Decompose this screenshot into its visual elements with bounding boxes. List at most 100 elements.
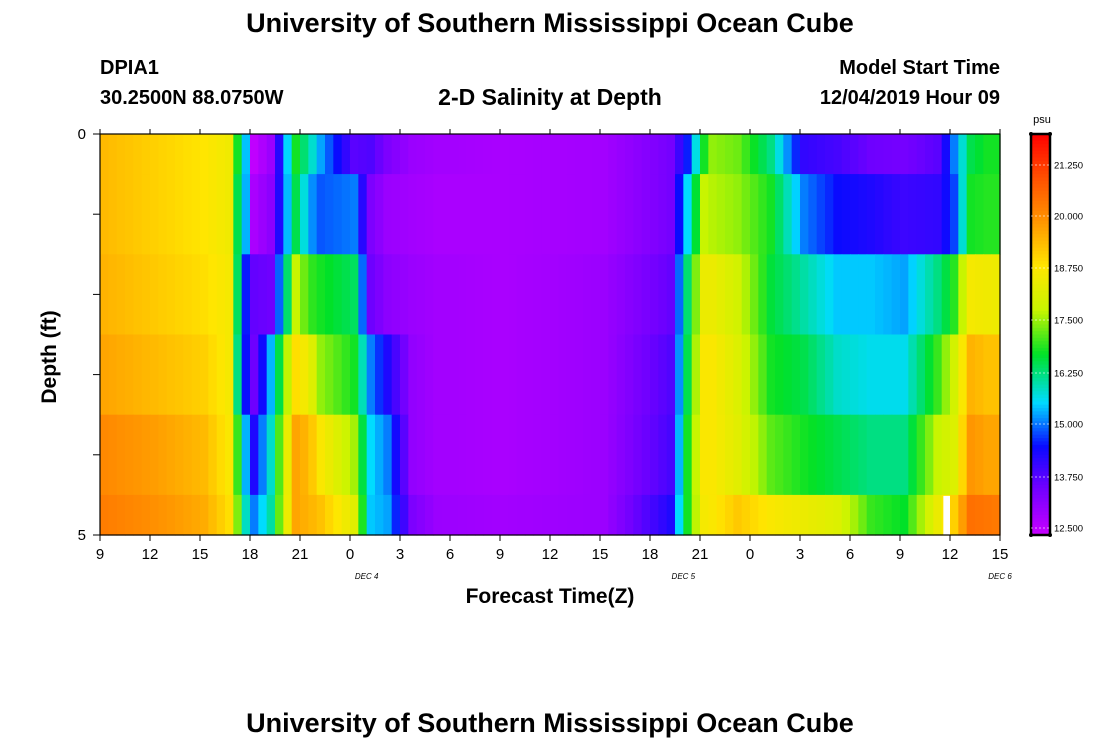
heatmap-cell xyxy=(800,414,809,496)
heatmap-cell xyxy=(541,174,551,255)
heatmap-cell xyxy=(291,494,301,536)
heatmap-cell xyxy=(800,134,809,175)
heatmap-cell xyxy=(283,414,293,496)
heatmap-cell xyxy=(541,414,551,496)
heatmap-cell xyxy=(950,134,959,175)
heatmap-cell xyxy=(366,134,376,175)
colorbar-swatch xyxy=(1031,247,1050,252)
heatmap-cell xyxy=(833,174,843,255)
heatmap-cell xyxy=(358,134,368,175)
heatmap-cell xyxy=(266,494,276,536)
colorbar-swatch xyxy=(1031,494,1050,499)
heatmap-cell xyxy=(916,494,926,536)
heatmap-cell xyxy=(591,334,601,416)
colorbar-swatch xyxy=(1031,391,1050,396)
heatmap-cell xyxy=(658,134,668,175)
heatmap-cell xyxy=(216,254,226,336)
heatmap-cell xyxy=(741,414,751,496)
heatmap-cell xyxy=(958,494,968,536)
heatmap-cell xyxy=(666,494,676,536)
heatmap-cell xyxy=(841,134,851,175)
heatmap-cell xyxy=(658,334,668,416)
heatmap-cell xyxy=(775,494,784,536)
heatmap-cell xyxy=(241,414,251,496)
heatmap-cell xyxy=(450,494,459,536)
heatmap-cell xyxy=(433,334,443,416)
heatmap-cell xyxy=(925,494,934,536)
heatmap-cell xyxy=(716,254,726,336)
heatmap-cell xyxy=(366,414,376,496)
heatmap-cell xyxy=(425,494,434,536)
colorbar-swatch xyxy=(1031,184,1050,188)
colorbar-swatch xyxy=(1031,274,1050,279)
colorbar-swatch xyxy=(1031,227,1050,232)
heatmap-cell xyxy=(591,494,601,536)
colorbar-swatch xyxy=(1031,287,1050,292)
heatmap-cell xyxy=(925,254,934,336)
heatmap-cell xyxy=(875,174,884,255)
heatmap-cell xyxy=(483,254,493,336)
heatmap-cell xyxy=(366,334,376,416)
heatmap-cell xyxy=(316,134,326,175)
colorbar-tick-label: 16.250 xyxy=(1054,369,1083,380)
heatmap-cell xyxy=(933,494,943,536)
colorbar-swatch xyxy=(1031,217,1050,222)
heatmap-cell xyxy=(241,254,251,336)
heatmap-cell xyxy=(633,334,643,416)
heatmap-cell xyxy=(183,494,193,536)
heatmap-cell xyxy=(983,174,993,255)
heatmap-cell xyxy=(433,414,443,496)
date-label: DEC 4 xyxy=(355,572,379,581)
colorbar-tick-label: 12.500 xyxy=(1054,524,1083,535)
heatmap-cell xyxy=(291,414,301,496)
heatmap-cell xyxy=(458,334,468,416)
heatmap-cell xyxy=(866,254,876,336)
heatmap-cell xyxy=(383,334,393,416)
heatmap-cell xyxy=(558,134,568,175)
heatmap-cell xyxy=(633,134,643,175)
heatmap-cell xyxy=(133,174,143,255)
heatmap-cell xyxy=(416,494,426,536)
heatmap-cell xyxy=(108,334,118,416)
colorbar-swatch xyxy=(1031,307,1050,312)
heatmap-cell xyxy=(533,414,543,496)
heatmap-cell xyxy=(758,134,768,175)
heatmap-cell xyxy=(433,174,443,255)
heatmap-cell xyxy=(116,174,126,255)
colorbar-swatch xyxy=(1031,334,1050,339)
colorbar-swatch xyxy=(1031,478,1050,483)
heatmap-cell xyxy=(791,494,801,536)
colorbar-swatch xyxy=(1031,341,1050,346)
colorbar-swatch xyxy=(1031,448,1050,452)
heatmap-cell xyxy=(983,254,993,336)
heatmap-cell xyxy=(691,174,701,255)
heatmap-cell xyxy=(975,494,984,536)
heatmap-cell xyxy=(233,334,243,416)
heatmap-cell xyxy=(100,494,109,536)
chart-title: 2-D Salinity at Depth xyxy=(438,84,662,110)
heatmap-cell xyxy=(175,174,184,255)
heatmap-cell xyxy=(733,174,743,255)
heatmap-cell xyxy=(825,254,834,336)
heatmap-cell xyxy=(925,134,934,175)
heatmap-cell xyxy=(533,494,543,536)
colorbar-swatch xyxy=(1031,394,1050,399)
heatmap-cell xyxy=(658,414,668,496)
heatmap-cell xyxy=(791,414,801,496)
heatmap-cell xyxy=(516,334,526,416)
heatmap-cell xyxy=(766,134,776,175)
heatmap-cell xyxy=(225,174,234,255)
heatmap-cell xyxy=(508,494,518,536)
colorbar-swatch xyxy=(1031,234,1050,239)
heatmap-cell xyxy=(491,414,501,496)
model-start-time: 12/04/2019 Hour 09 xyxy=(819,87,1000,109)
heatmap-cell xyxy=(375,494,384,536)
heatmap-cell xyxy=(725,174,734,255)
heatmap-cell xyxy=(941,174,951,255)
heatmap-cell xyxy=(175,334,184,416)
heatmap-cell xyxy=(758,414,768,496)
heatmap-cell xyxy=(866,414,876,496)
heatmap-cell xyxy=(183,414,193,496)
heatmap-cell xyxy=(641,134,651,175)
heatmap-cell xyxy=(966,134,976,175)
